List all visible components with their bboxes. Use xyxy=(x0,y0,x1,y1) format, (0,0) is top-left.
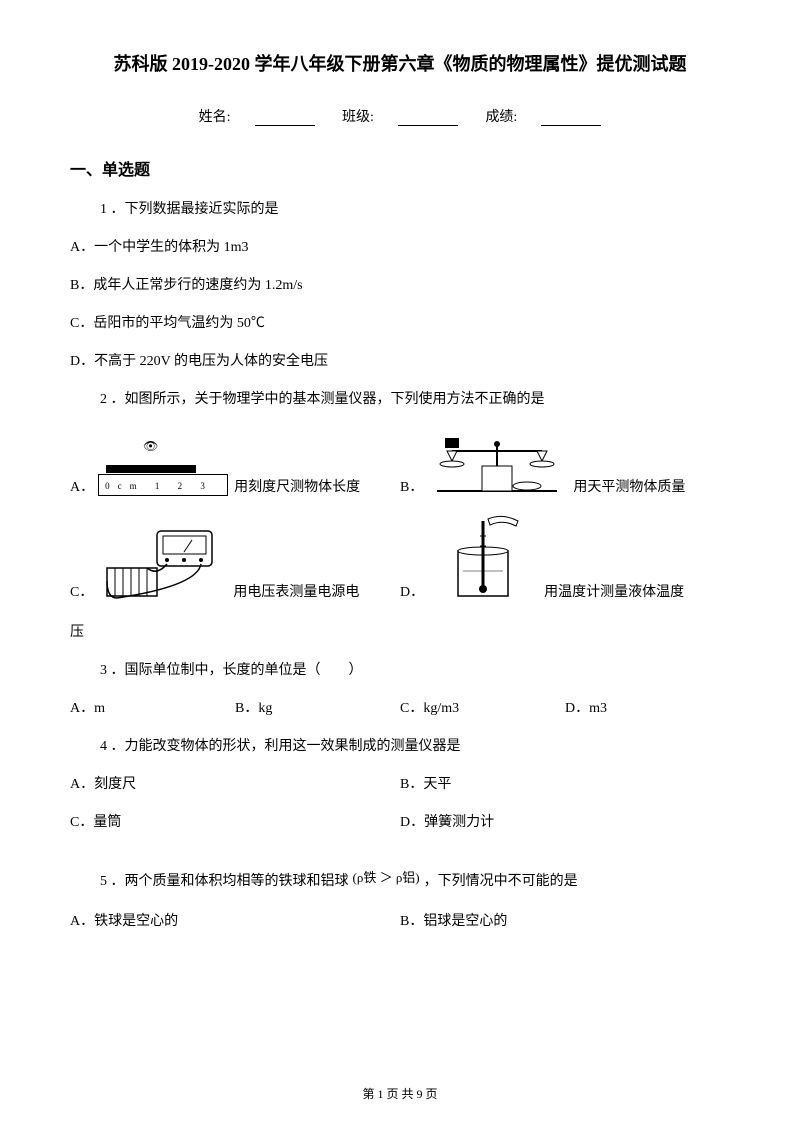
page-title: 苏科版 2019-2020 学年八年级下册第六章《物质的物理属性》提优测试题 xyxy=(70,50,730,76)
q2-d-label: D． xyxy=(400,581,424,601)
q2-opt-b: B． 用天平测物体质量 xyxy=(400,426,730,496)
q4-opt-d: D．弹簧测力计 xyxy=(400,811,730,831)
q3-opt-d: D．m3 xyxy=(565,697,730,717)
q5-options: A．铁球是空心的 B．铝球是空心的 xyxy=(70,910,730,948)
q5-formula: (ρ铁 ＞ ρ铝) xyxy=(353,867,420,886)
q2-d-text: 用温度计测量液体温度 xyxy=(544,581,684,601)
q3-options: A．m B．kg C．kg/m3 D．m3 xyxy=(70,697,730,717)
q5-text-before: 5 ．两个质量和体积均相等的铁球和铝球 xyxy=(100,870,349,890)
balance-icon xyxy=(427,426,567,496)
q3-text: 3 ．国际单位制中，长度的单位是（ ） xyxy=(100,659,730,679)
q5-opt-a: A．铁球是空心的 xyxy=(70,910,400,930)
q4-options: A．刻度尺 B．天平 C．量筒 D．弹簧测力计 xyxy=(70,773,730,849)
section-title: 一、单选题 xyxy=(70,156,730,180)
q1-opt-a: A．一个中学生的体积为 1m3 xyxy=(70,236,730,256)
header-fields: 姓名: 班级: 成绩: xyxy=(70,106,730,126)
q1-opt-c: C．岳阳市的平均气温约为 50℃ xyxy=(70,312,730,332)
q4-opt-b: B．天平 xyxy=(400,773,730,793)
ruler-object xyxy=(106,465,196,473)
ruler-scale-text: 0cm 1 2 3 xyxy=(105,481,213,491)
q1-opt-b: B．成年人正常步行的速度约为 1.2m/s xyxy=(70,274,730,294)
score-label: 成绩: xyxy=(485,110,517,125)
q2-c-text: 用电压表测量电源电 xyxy=(233,581,359,601)
q5-opt-b: B．铝球是空心的 xyxy=(400,910,730,930)
q2-opt-d: D． 用温度计测量液体温度 xyxy=(400,511,730,601)
q2-c-text2: 压 xyxy=(70,621,730,641)
name-label: 姓名: xyxy=(199,110,231,125)
page-footer: 第 1 页 共 9 页 xyxy=(0,1085,800,1102)
q3-opt-a: A．m xyxy=(70,697,235,717)
ruler-icon: 👁 0cm 1 2 3 xyxy=(98,431,228,496)
q3-opt-c: C．kg/m3 xyxy=(400,697,565,717)
q2-options: A． 👁 0cm 1 2 3 用刻度尺测物体长度 B． xyxy=(70,426,730,616)
q1-opt-d: D．不高于 220V 的电压为人体的安全电压 xyxy=(70,350,730,370)
q2-b-label: B． xyxy=(400,476,423,496)
class-blank xyxy=(398,112,458,126)
q2-opt-a: A． 👁 0cm 1 2 3 用刻度尺测物体长度 xyxy=(70,431,400,496)
name-blank xyxy=(255,112,315,126)
q4-text: 4 ．力能改变物体的形状，利用这一效果制成的测量仪器是 xyxy=(100,735,730,755)
score-blank xyxy=(541,112,601,126)
q5-text: 5 ．两个质量和体积均相等的铁球和铝球 (ρ铁 ＞ ρ铝) ，下列情况中不可能的… xyxy=(100,867,730,892)
q2-a-text: 用刻度尺测物体长度 xyxy=(234,476,360,496)
q2-b-text: 用天平测物体质量 xyxy=(573,476,685,496)
voltmeter-icon xyxy=(97,526,227,601)
q2-text: 2 ．如图所示，关于物理学中的基本测量仪器，下列使用方法不正确的是 xyxy=(100,388,730,408)
thermometer-icon xyxy=(428,511,538,601)
q4-opt-c: C．量筒 xyxy=(70,811,400,831)
q2-opt-c: C． 用电压表测量电源电 xyxy=(70,526,400,601)
ruler-arrow-icon: 👁 xyxy=(143,439,158,454)
class-label: 班级: xyxy=(342,110,374,125)
ruler-body: 0cm 1 2 3 xyxy=(98,474,228,496)
q1-text: 1 ．下列数据最接近实际的是 xyxy=(100,198,730,218)
q2-c-label: C． xyxy=(70,581,93,601)
q2-a-label: A． xyxy=(70,476,94,496)
q3-opt-b: B．kg xyxy=(235,697,400,717)
q4-opt-a: A．刻度尺 xyxy=(70,773,400,793)
q5-text-after: ，下列情况中不可能的是 xyxy=(424,870,578,890)
